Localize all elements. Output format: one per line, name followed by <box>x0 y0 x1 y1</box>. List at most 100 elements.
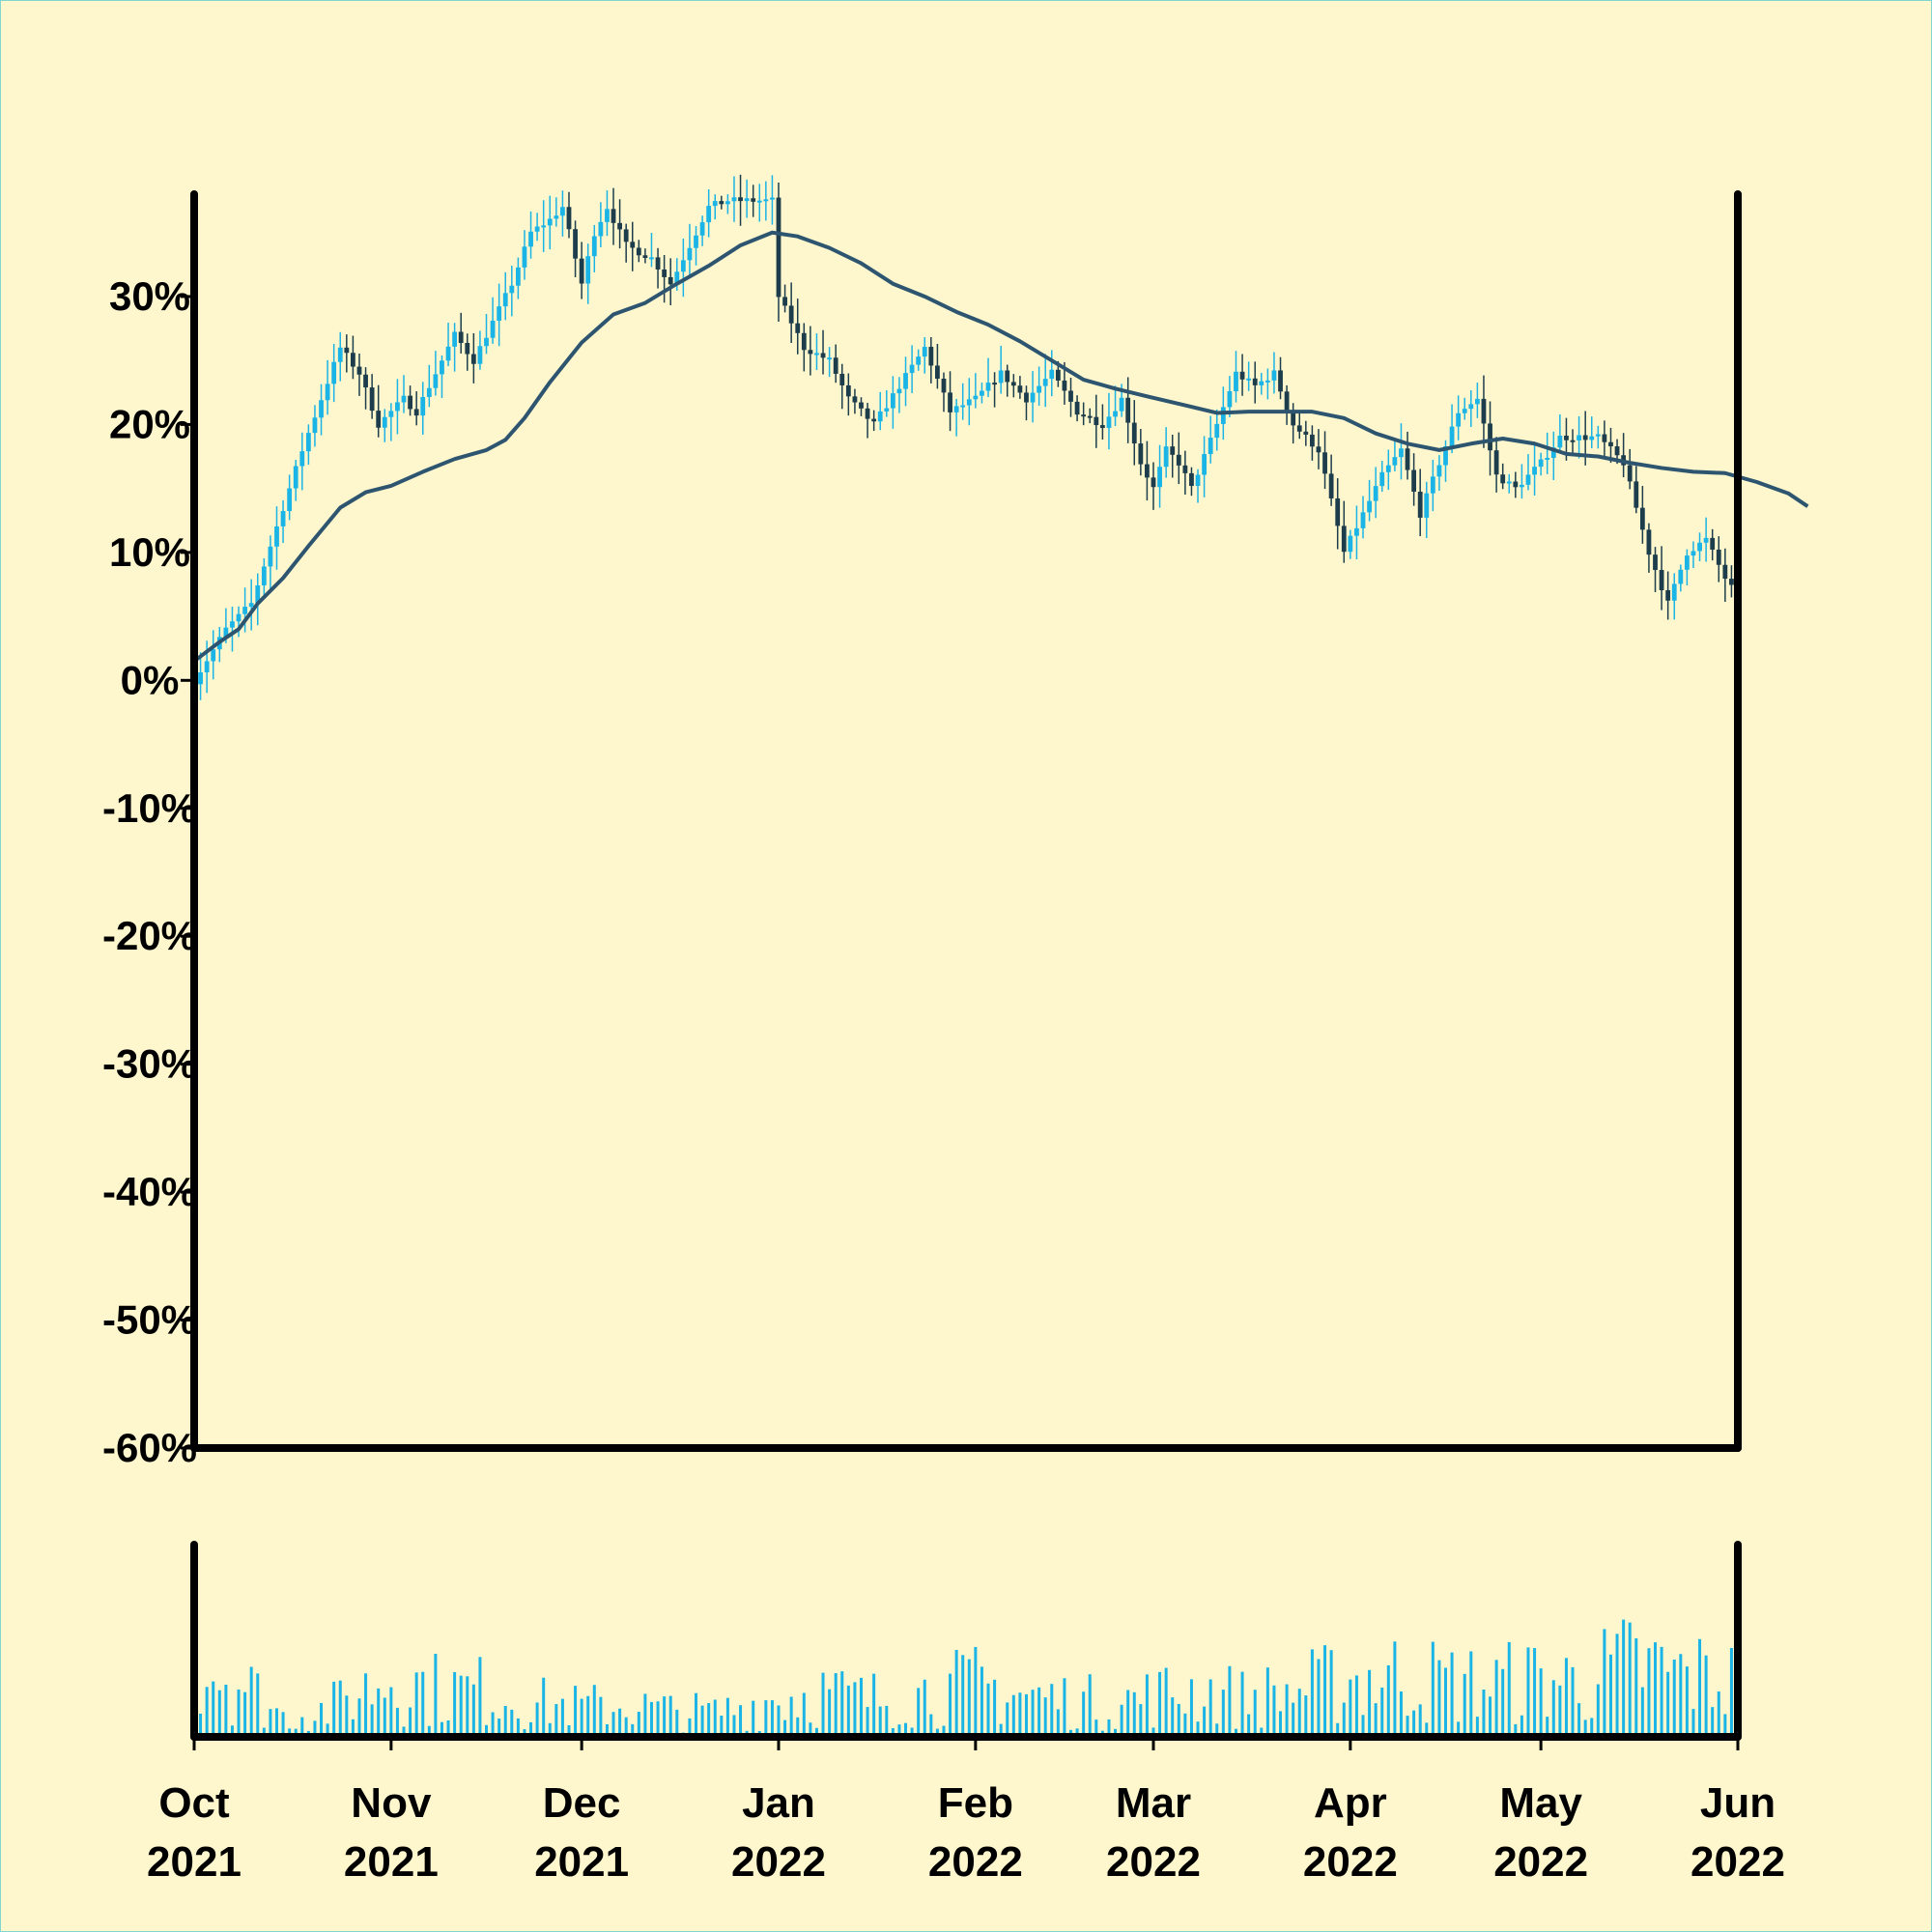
volume-bar <box>1533 1648 1537 1737</box>
x-tick-label-month: Mar <box>1116 1779 1191 1827</box>
candle-body <box>1227 391 1233 408</box>
volume-bar <box>1221 1690 1225 1737</box>
volume-bar <box>510 1709 514 1737</box>
candle-body <box>770 197 775 200</box>
candle-body <box>839 373 845 385</box>
volume-bar <box>980 1666 983 1737</box>
volume-bar <box>942 1725 946 1737</box>
volume-bar <box>523 1728 526 1737</box>
candle-body <box>1309 434 1315 447</box>
candle-body <box>763 199 769 202</box>
candle-body <box>528 231 533 247</box>
volume-bar <box>1729 1647 1733 1737</box>
volume-bar <box>1031 1690 1035 1737</box>
volume-bar <box>1666 1671 1670 1737</box>
volume-bar <box>707 1703 711 1737</box>
y-tick-label: 10% <box>109 529 190 575</box>
volume-bar <box>1088 1674 1092 1737</box>
volume-bar <box>1386 1665 1390 1737</box>
candle-body <box>319 400 324 418</box>
volume-bar <box>1203 1706 1207 1737</box>
volume-bar <box>1475 1717 1479 1737</box>
candle-body <box>655 257 661 270</box>
candle-body <box>935 365 940 380</box>
volume-bar <box>713 1699 717 1737</box>
volume-bar <box>516 1718 520 1737</box>
volume-bar <box>891 1728 895 1737</box>
volume-bar <box>1228 1665 1232 1737</box>
volume-bar <box>205 1687 209 1737</box>
candle-body <box>1246 378 1252 381</box>
candle-body <box>1570 440 1576 442</box>
candle-body <box>1684 555 1690 570</box>
candle-body <box>680 260 686 272</box>
candle-body <box>1474 398 1480 405</box>
candle-body <box>1614 446 1620 456</box>
x-tick-label-month: Oct <box>158 1779 230 1827</box>
volume-bar <box>1285 1684 1289 1737</box>
candle-body <box>1716 549 1721 565</box>
candle-body <box>1557 436 1563 448</box>
candle-body <box>1532 467 1537 475</box>
candle-body <box>845 384 851 397</box>
y-tick-label: -50% <box>102 1297 197 1343</box>
candle-body <box>605 209 610 222</box>
candle-body <box>788 305 794 324</box>
volume-bar <box>497 1719 501 1737</box>
candle-body <box>694 235 698 248</box>
volume-bar <box>1393 1641 1397 1737</box>
candle-body <box>1296 425 1302 432</box>
volume-bar <box>1082 1691 1086 1737</box>
candle-body <box>1138 443 1144 465</box>
candle-body <box>719 201 724 205</box>
candle-body <box>515 267 521 286</box>
volume-bar <box>1551 1680 1555 1737</box>
candle-body <box>560 207 565 216</box>
candle-body <box>1195 474 1201 487</box>
candle-body <box>255 584 261 604</box>
candle-body <box>1316 446 1321 453</box>
volume-bar <box>243 1691 247 1737</box>
volume-bar <box>262 1727 266 1737</box>
volume-bar <box>1431 1641 1435 1737</box>
candle-body <box>1163 446 1169 468</box>
volume-bar <box>656 1701 660 1737</box>
candle-body <box>1208 438 1213 455</box>
candle-body <box>497 306 502 321</box>
volume-bar <box>885 1705 889 1737</box>
price-panel <box>191 174 1809 700</box>
volume-bar <box>910 1727 914 1737</box>
volume-bar <box>878 1706 882 1737</box>
candle-body <box>1538 459 1544 468</box>
volume-bar <box>427 1725 431 1737</box>
volume-bar <box>1583 1719 1587 1737</box>
candle-body <box>617 222 623 230</box>
x-tick-label-month: May <box>1499 1779 1582 1827</box>
volume-bar <box>1240 1671 1244 1737</box>
candle-body <box>801 332 807 351</box>
candle-body <box>261 566 267 585</box>
x-tick-label-year: 2022 <box>1303 1838 1398 1886</box>
volume-bar <box>351 1719 355 1737</box>
candle-body <box>782 297 787 306</box>
candle-body <box>1710 537 1716 550</box>
candle-body <box>344 347 350 354</box>
volume-bar <box>1546 1717 1549 1737</box>
volume-bar <box>1253 1690 1257 1737</box>
volume-bar <box>986 1683 990 1737</box>
candle-body <box>1411 469 1417 493</box>
candle-body <box>1094 416 1099 426</box>
x-tick-label-month: Nov <box>351 1779 432 1827</box>
volume-bar <box>1577 1703 1581 1737</box>
candle-body <box>1506 481 1512 484</box>
volume-bar <box>338 1680 342 1737</box>
candle-body <box>706 206 712 223</box>
candle-body <box>1220 407 1226 424</box>
candle-body <box>674 271 680 285</box>
candle-body <box>1182 465 1188 473</box>
candle-body <box>1335 497 1341 526</box>
candle-body <box>1024 392 1029 403</box>
candle-body <box>992 383 997 385</box>
volume-bar <box>409 1707 412 1737</box>
